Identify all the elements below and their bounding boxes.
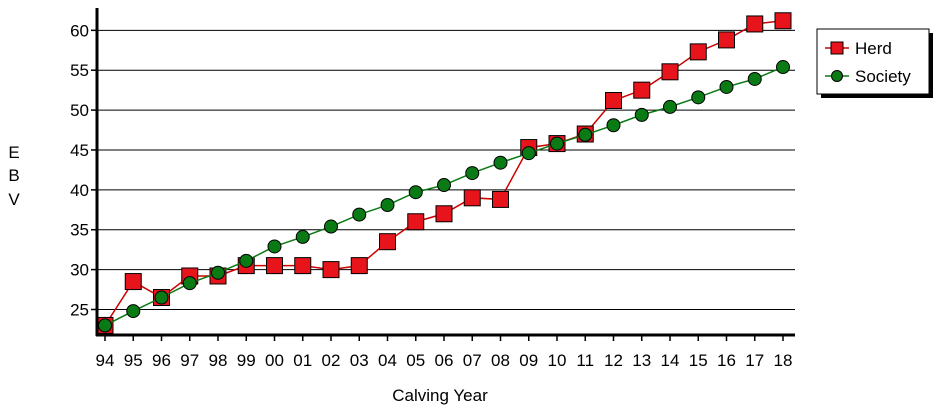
series-herd-point [774, 12, 792, 30]
series-society-point [578, 127, 593, 142]
series-society-point [98, 318, 112, 333]
series-society-point [352, 207, 367, 222]
x-axis-ticks: 94 95 96 97 98 99 00 01 02 03 04 05 06 07 08 09 10 11 12 13… [96, 335, 793, 370]
series-herd-point [746, 15, 764, 33]
series-herd-point [294, 257, 312, 275]
x-tick-label: 07 [463, 351, 482, 370]
y-tick-label: 25 [70, 300, 89, 319]
y-axis-title-letter: B [8, 166, 19, 185]
series-herd-point [124, 273, 142, 291]
series-society-line [104, 66, 784, 327]
series-society-point [380, 197, 395, 212]
y-axis-title-letter: V [8, 190, 20, 209]
x-tick-label: 94 [96, 351, 115, 370]
legend: Herd Society [816, 28, 933, 98]
series-herd-point [407, 213, 425, 231]
series-society-point [437, 178, 451, 193]
series-herd-point [266, 257, 283, 275]
series-layer [96, 12, 792, 334]
x-tick-label: 05 [406, 351, 425, 370]
series-society-point [493, 155, 508, 170]
x-tick-label: 98 [209, 351, 228, 370]
series-herd-point [605, 92, 622, 110]
legend-item-herd: Herd [825, 39, 892, 58]
legend-herd-label: Herd [855, 39, 892, 58]
series-society [98, 60, 790, 333]
legend-box [816, 28, 930, 95]
series-herd-point [322, 261, 340, 279]
series-society-point [211, 265, 225, 280]
series-society-point [239, 253, 254, 268]
y-tick-label: 40 [70, 181, 89, 200]
series-society-point [154, 290, 169, 305]
x-tick-label: 12 [604, 351, 623, 370]
x-tick-label: 18 [774, 351, 793, 370]
x-axis-title: Calving Year [392, 386, 488, 405]
series-herd [96, 12, 792, 334]
series-herd-point [350, 257, 368, 275]
x-tick-label: 97 [180, 351, 199, 370]
series-society-point [747, 71, 762, 86]
series-society-point [776, 60, 790, 75]
series-society-point [663, 99, 677, 114]
series-society-point [267, 239, 282, 254]
x-tick-label: 14 [661, 351, 680, 370]
x-tick-label: 15 [689, 351, 708, 370]
series-herd-point [689, 43, 707, 61]
series-society-point [691, 90, 706, 105]
y-tick-label: 60 [70, 21, 89, 40]
series-society-point [634, 107, 649, 122]
series-society-point [521, 146, 536, 161]
grid-lines [97, 29, 795, 310]
x-tick-label: 16 [717, 351, 736, 370]
y-tick-label: 55 [70, 61, 89, 80]
y-axis-title: E B V [8, 143, 20, 209]
x-tick-label: 04 [378, 351, 397, 370]
series-herd-point [435, 205, 453, 223]
x-tick-label: 09 [519, 351, 538, 370]
legend-item-society: Society [825, 67, 911, 86]
series-society-point [465, 166, 480, 181]
y-axis-ticks: 25 30 35 40 45 50 55 60 [70, 21, 97, 319]
y-tick-label: 35 [70, 221, 89, 240]
x-tick-label: 13 [632, 351, 651, 370]
series-herd-point [492, 190, 509, 208]
x-tick-label: 08 [491, 351, 510, 370]
x-tick-label: 11 [576, 351, 594, 370]
series-society-point [295, 229, 310, 244]
series-herd-point [718, 31, 735, 49]
series-society-point [182, 276, 197, 291]
series-society-point [408, 185, 423, 200]
x-tick-label: 00 [265, 351, 284, 370]
series-herd-point [633, 81, 651, 99]
series-herd-point [661, 63, 679, 81]
series-society-point [126, 304, 141, 319]
x-tick-label: 99 [237, 351, 256, 370]
x-tick-label: 17 [745, 351, 764, 370]
legend-herd-marker [830, 41, 844, 55]
y-tick-label: 50 [70, 101, 89, 120]
legend-society-label: Society [855, 67, 911, 86]
y-tick-label: 45 [70, 141, 89, 160]
series-herd-line [104, 20, 784, 326]
x-tick-label: 95 [124, 351, 143, 370]
x-tick-label: 10 [548, 351, 567, 370]
series-herd-point [379, 233, 396, 251]
series-society-point [606, 118, 621, 133]
x-tick-label: 03 [350, 351, 369, 370]
series-society-point [550, 136, 564, 151]
series-herd-point [463, 189, 481, 207]
legend-society-marker [831, 70, 843, 82]
series-society-point [719, 79, 734, 94]
series-society-point [324, 219, 338, 234]
x-tick-label: 01 [293, 351, 312, 370]
x-tick-label: 02 [322, 351, 341, 370]
x-tick-label: 06 [435, 351, 454, 370]
x-tick-label: 96 [152, 351, 171, 370]
y-axis-title-letter: E [8, 143, 19, 162]
y-tick-label: 30 [70, 261, 89, 280]
